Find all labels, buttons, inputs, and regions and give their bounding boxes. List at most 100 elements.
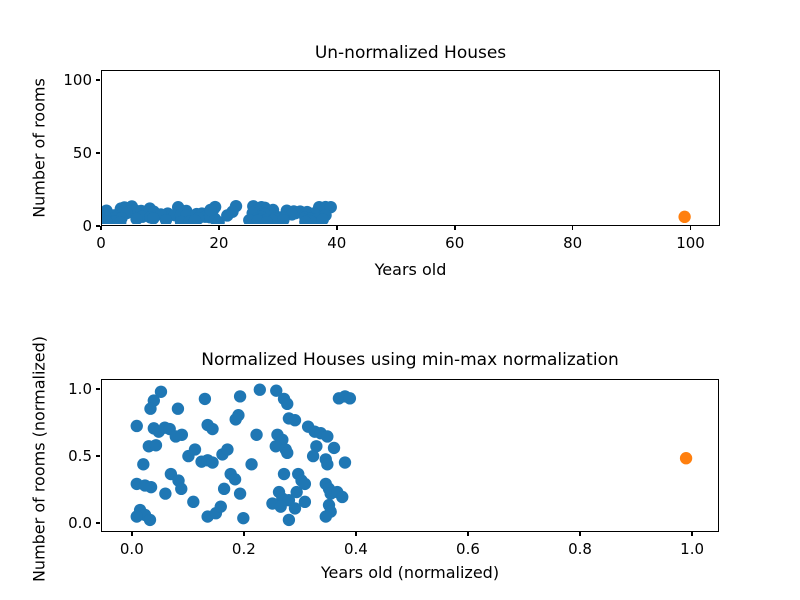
data-point — [245, 458, 258, 471]
data-point — [260, 216, 273, 224]
x-tick-mark — [453, 226, 456, 230]
data-point — [102, 215, 113, 224]
x-tick-label: 0.2 — [231, 540, 256, 558]
data-point — [204, 203, 217, 217]
top-plot-title: Un-normalized Houses — [314, 43, 507, 63]
data-point — [198, 392, 212, 406]
data-point — [678, 210, 691, 224]
bottom-y-axis-label: Number of rooms (normalized) — [29, 335, 49, 583]
y-tick-mark — [96, 522, 100, 525]
x-tick-label: 0.6 — [456, 540, 480, 558]
data-point — [233, 487, 247, 500]
data-point — [336, 490, 349, 504]
data-point — [253, 383, 266, 396]
data-point — [228, 473, 242, 486]
x-tick-mark — [571, 226, 574, 230]
data-point — [281, 446, 294, 460]
x-tick-label: 0.8 — [568, 540, 592, 558]
data-point — [310, 440, 323, 453]
data-point — [277, 467, 291, 481]
data-point — [217, 482, 231, 495]
y-tick-label: 0 — [82, 217, 92, 235]
data-point — [321, 458, 334, 471]
data-point — [114, 216, 127, 224]
data-point — [274, 500, 287, 513]
x-tick-label: 80 — [563, 234, 583, 252]
x-tick-mark — [100, 226, 102, 230]
x-tick-mark — [689, 226, 692, 230]
data-point — [316, 213, 329, 224]
x-tick-mark — [467, 532, 469, 536]
data-point — [226, 205, 239, 218]
y-tick-label: 0.0 — [68, 514, 92, 533]
data-point — [188, 214, 202, 224]
data-point — [338, 456, 352, 469]
x-tick-label: 0.0 — [119, 540, 144, 558]
data-point — [182, 449, 195, 463]
data-point — [679, 452, 693, 465]
x-tick-label: 60 — [445, 234, 465, 252]
data-point — [319, 510, 332, 523]
data-point — [137, 458, 150, 471]
x-tick-label: 0.4 — [343, 540, 368, 558]
data-point — [144, 480, 158, 494]
data-point — [221, 443, 234, 456]
data-point — [187, 495, 200, 509]
y-tick-mark — [96, 152, 100, 154]
y-tick-mark — [96, 388, 100, 390]
y-tick-label: 1.0 — [68, 379, 92, 398]
data-point — [321, 430, 334, 443]
y-tick-mark — [96, 455, 100, 457]
data-point — [206, 456, 219, 469]
data-point — [143, 513, 157, 527]
x-tick-label: 40 — [327, 234, 347, 252]
data-point — [149, 439, 163, 452]
data-point — [269, 440, 282, 453]
data-point — [171, 402, 185, 415]
data-point — [250, 428, 263, 441]
top-scatter-canvas — [102, 199, 691, 224]
data-point — [144, 402, 157, 415]
data-point — [288, 502, 302, 515]
x-tick-mark — [218, 226, 220, 230]
x-tick-label: 1.0 — [680, 540, 705, 558]
data-point — [343, 392, 357, 405]
x-tick-label: 100 — [676, 234, 705, 252]
data-point — [298, 495, 312, 509]
top-x-axis-label: Years old — [374, 260, 447, 279]
bottom-plot-title: Normalized Houses using min-max normaliz… — [201, 350, 619, 370]
data-point — [281, 397, 294, 410]
y-tick-label: 50 — [72, 144, 92, 163]
data-point — [233, 390, 247, 403]
data-point — [147, 212, 160, 224]
data-point — [175, 428, 189, 441]
x-tick-label: 0 — [96, 234, 106, 252]
top-plot-area — [101, 70, 720, 226]
x-tick-label: 20 — [209, 234, 229, 252]
y-tick-mark — [96, 79, 100, 81]
data-point — [159, 213, 173, 224]
y-tick-mark — [96, 225, 100, 227]
x-tick-mark — [579, 532, 581, 536]
data-point — [290, 485, 303, 499]
data-point — [130, 212, 143, 224]
data-point — [327, 441, 341, 455]
bottom-scatter-canvas — [130, 383, 693, 527]
x-tick-mark — [691, 532, 693, 536]
data-point — [130, 510, 143, 523]
x-tick-mark — [355, 532, 357, 536]
data-point — [229, 413, 242, 426]
data-point — [206, 422, 219, 436]
data-point — [154, 385, 168, 398]
data-point — [306, 449, 320, 463]
data-point — [282, 513, 296, 527]
y-tick-label: 0.5 — [68, 447, 92, 466]
x-tick-mark — [243, 532, 245, 536]
data-point — [214, 500, 227, 513]
data-point — [130, 419, 143, 433]
data-point — [175, 482, 188, 495]
data-point — [288, 414, 302, 427]
data-point — [299, 215, 312, 224]
x-tick-mark — [336, 226, 338, 230]
